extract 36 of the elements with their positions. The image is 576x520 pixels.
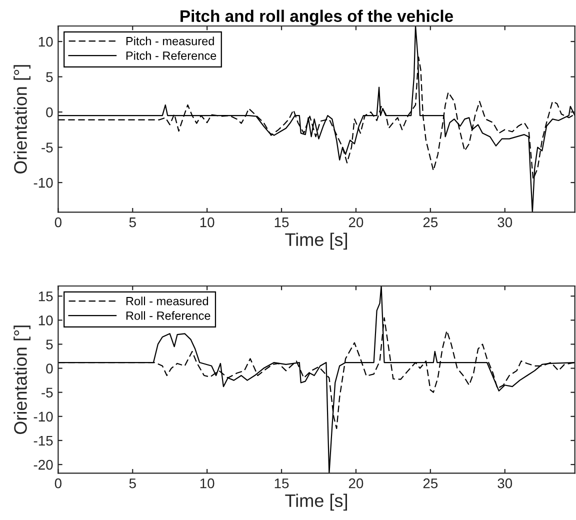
x-axis-title: Time [s] (285, 494, 347, 511)
x-tick-label: 25 (423, 217, 438, 228)
y-tick-label: -5 (42, 388, 53, 398)
x-tick-label: 15 (274, 218, 289, 228)
x-tick-label: 30 (498, 478, 512, 488)
y-tick-label: -10 (34, 412, 53, 422)
y-tick-label: 10 (38, 316, 53, 326)
x-tick-label: 10 (200, 217, 214, 228)
y-tick-label: -10 (34, 178, 53, 188)
y-axis-title: Orientation [°] (14, 326, 30, 434)
x-tick-label: 0 (54, 478, 62, 488)
x-tick-label: 0 (54, 217, 62, 228)
y-tick-label: -5 (42, 142, 53, 152)
x-tick-label: 30 (498, 217, 512, 228)
y-tick-label: 0 (46, 107, 53, 118)
y-tick-label: 5 (46, 72, 53, 82)
x-tick-label: 5 (129, 478, 136, 488)
legend-label: Pitch - Reference (126, 51, 216, 60)
y-tick-label: 10 (38, 36, 53, 47)
y-tick-label: -15 (34, 436, 53, 446)
x-axis-title: Time [s] (285, 232, 347, 250)
x-tick-label: 10 (200, 478, 214, 488)
x-tick-label: 5 (129, 218, 136, 228)
legend-label: Pitch - measured (126, 36, 214, 46)
x-tick-label: 25 (423, 478, 438, 488)
x-tick-label: 20 (348, 217, 364, 228)
y-tick-label: 0 (46, 364, 53, 374)
x-tick-label: 20 (348, 478, 364, 488)
x-tick-label: 15 (274, 478, 289, 488)
legend-label: Roll - Reference (126, 311, 210, 320)
y-axis-title: Orientation [°] (14, 65, 30, 174)
chart-title: Pitch and roll angles of the vehicle (180, 10, 454, 26)
y-tick-label: 15 (38, 292, 53, 302)
y-tick-label: 5 (46, 340, 53, 350)
legend-label: Roll - measured (126, 296, 208, 306)
y-tick-label: -20 (34, 460, 53, 470)
